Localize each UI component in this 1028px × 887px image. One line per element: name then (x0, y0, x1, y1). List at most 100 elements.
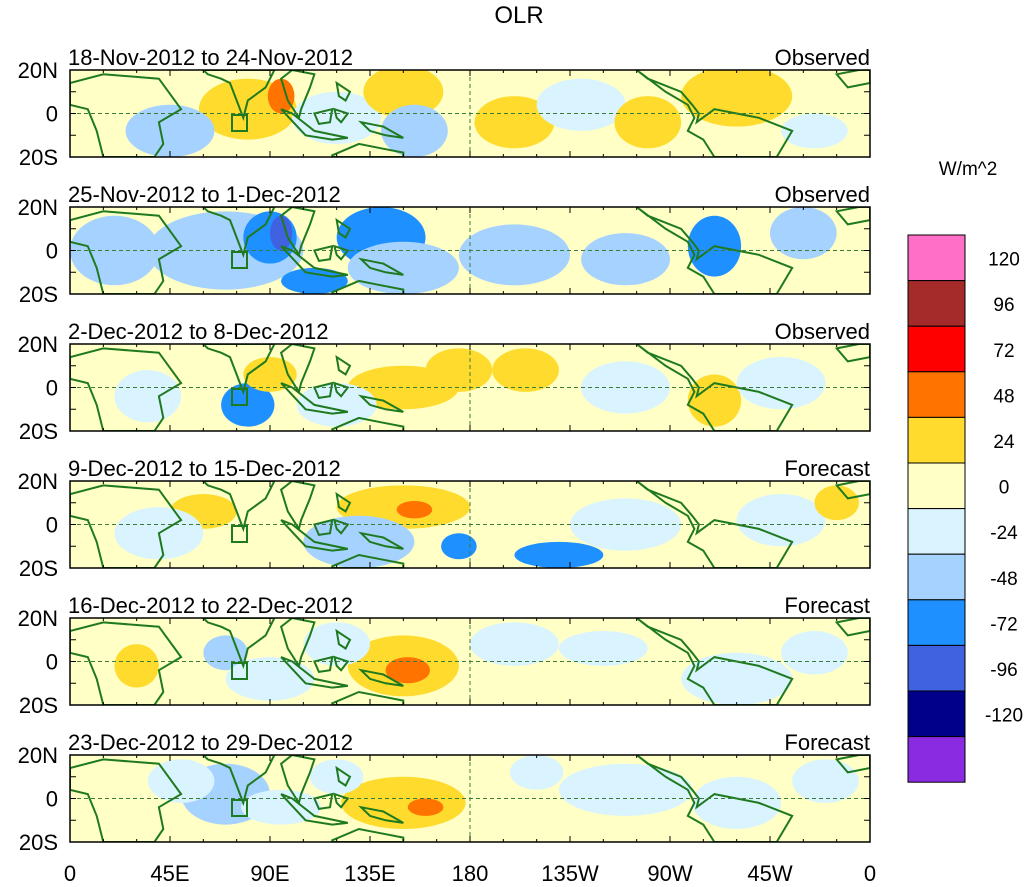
legend-label: 24 (993, 432, 1015, 453)
anomaly-contour (125, 104, 215, 157)
anomaly-contour (310, 759, 364, 795)
longitude-label: 45E (150, 861, 189, 886)
longitude-label: 90W (647, 861, 692, 886)
anomaly-contour (347, 241, 459, 294)
coastline (332, 518, 350, 535)
coastline (201, 481, 276, 533)
panel-period: 9-Dec-2012 to 15-Dec-2012 (68, 456, 341, 481)
coastline (335, 80, 352, 102)
legend-label: -72 (990, 614, 1017, 635)
legend-swatch (907, 462, 966, 510)
reference-box (231, 114, 248, 132)
latitude-label: 20S (19, 693, 58, 718)
anomaly-contour (492, 348, 559, 392)
panel-period: 16-Dec-2012 to 22-Dec-2012 (68, 593, 353, 618)
coastline (358, 531, 404, 550)
legend-label: 96 (993, 295, 1014, 316)
latitude-label: 20N (18, 332, 58, 357)
coastline (70, 73, 183, 157)
coastline (332, 381, 350, 398)
coastline (331, 279, 405, 294)
panel-status: Forecast (784, 730, 870, 755)
coastline (201, 755, 276, 807)
legend-label: -96 (990, 660, 1017, 681)
legend-swatch (907, 553, 966, 601)
anomaly-contour (385, 657, 430, 684)
coastline (70, 621, 183, 705)
legend-swatch (907, 736, 966, 783)
map-panel: 20N 0 20S 9-Dec-2012 to 15-Dec-2012 Forecast (18, 456, 871, 581)
anomaly-contour (425, 348, 493, 392)
legend-swatch (907, 599, 966, 646)
legend-swatch (907, 234, 966, 282)
olr-anomaly-field (70, 618, 870, 705)
figure-title: OLR (494, 2, 543, 29)
panel-period: 2-Dec-2012 to 8-Dec-2012 (68, 319, 328, 344)
panel-status: Observed (775, 182, 870, 207)
reference-box (231, 251, 248, 269)
legend-label: -24 (990, 523, 1018, 544)
longitude-label: 90E (250, 861, 289, 886)
coastline (636, 344, 794, 431)
anomaly-contour (147, 759, 215, 803)
anomaly-contour (267, 78, 295, 114)
coastline (357, 257, 404, 276)
anomaly-contour (407, 798, 444, 816)
coastline (636, 618, 794, 705)
panels: 20N 0 20S 18-Nov-2012 to 24-Nov-2012 Observe… (18, 45, 871, 855)
coastline (335, 628, 352, 650)
legend-label: -48 (990, 569, 1017, 590)
coastline (280, 793, 349, 826)
coastline (70, 210, 183, 294)
coastline (280, 519, 349, 552)
legend-label: 0 (999, 478, 1010, 499)
coastline (70, 347, 183, 431)
anomaly-contour (510, 755, 564, 790)
coastline (331, 827, 405, 842)
anomaly-contour (558, 763, 693, 816)
legend-label: -120 (985, 706, 1023, 727)
coastline (331, 416, 405, 431)
map-panel: 20N 0 20S 2-Dec-2012 to 8-Dec-2012 Observed (18, 319, 871, 444)
coastline (70, 758, 183, 842)
longitude-label: 0 (864, 861, 876, 886)
coastline (331, 553, 405, 568)
anomaly-contour (792, 759, 859, 803)
anomaly-contour (470, 622, 559, 666)
legend-swatch (907, 690, 966, 738)
latitude-label: 0 (46, 239, 58, 264)
anomaly-contour (474, 96, 555, 149)
latitude-label: 20N (18, 58, 58, 83)
longitude-axis: 0 45E 90E 135E 180 135W 90W 45W 0 (64, 861, 876, 886)
legend-swatch (907, 508, 966, 555)
coastline (201, 344, 276, 396)
coastline (280, 656, 349, 689)
latitude-label: 20S (19, 419, 58, 444)
olr-anomaly-field (70, 70, 870, 157)
latitude-label: 0 (46, 650, 58, 675)
panel-status: Forecast (784, 456, 870, 481)
anomaly-contour (781, 113, 848, 149)
longitude-label: 180 (452, 861, 489, 886)
legend-units: W/m^2 (939, 159, 998, 180)
map-panel: 20N 0 20S 25-Nov-2012 to 1-Dec-2012 Observed (18, 182, 871, 307)
anomaly-contour (458, 224, 570, 286)
latitude-label: 20N (18, 469, 58, 494)
longitude-label: 135W (541, 861, 599, 886)
olr-anomaly-field (70, 344, 870, 431)
legend-swatch (907, 325, 966, 373)
reference-box (231, 388, 248, 406)
coastline (313, 107, 334, 126)
latitude-label: 20S (19, 556, 58, 581)
panel-status: Observed (775, 319, 870, 344)
coastline (201, 207, 276, 259)
coastline (313, 244, 334, 263)
legend-label: 120 (988, 250, 1020, 271)
latitude-label: 20S (19, 282, 58, 307)
map-panel: 20N 0 20S 23-Dec-2012 to 29-Dec-2012 Forecas… (18, 730, 871, 855)
anomaly-contour (381, 104, 448, 157)
legend-swatch (907, 280, 966, 327)
coastline (636, 70, 794, 157)
panel-status: Observed (775, 45, 870, 70)
